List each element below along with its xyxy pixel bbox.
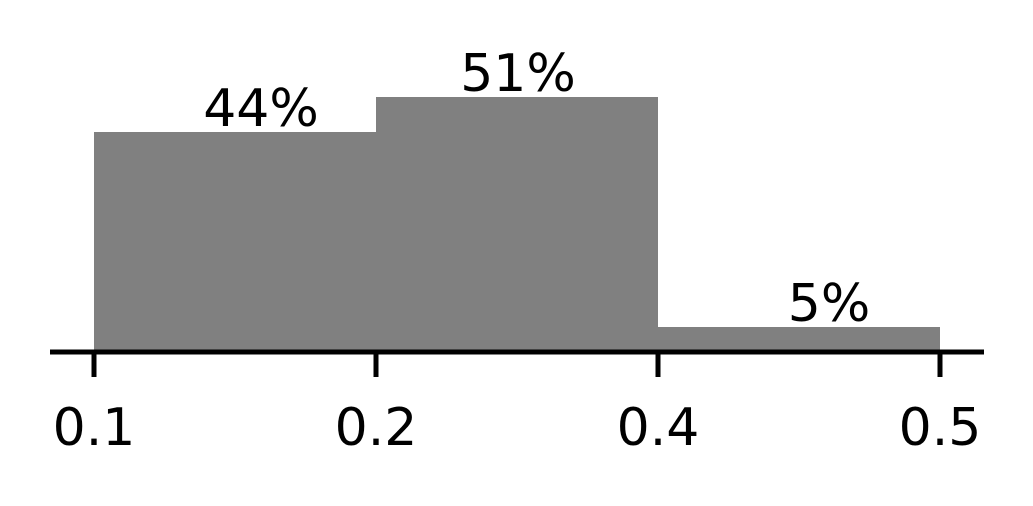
bar-3: [658, 327, 940, 352]
bar-1: [94, 132, 376, 352]
x-tick-label-3: 0.4: [617, 398, 700, 458]
x-tick-label-2: 0.2: [335, 398, 418, 458]
bar-labels-layer: 44% 51% 5%: [203, 44, 870, 334]
x-tick-label-1: 0.1: [53, 398, 136, 458]
x-tick-label-4: 0.5: [899, 398, 982, 458]
bars-layer: [94, 97, 940, 352]
bar-label-3: 5%: [788, 274, 871, 334]
bar-2: [376, 97, 658, 352]
x-ticks-layer: 0.1 0.2 0.4 0.5: [53, 352, 982, 458]
bar-label-2: 51%: [460, 44, 576, 104]
bar-label-1: 44%: [203, 79, 319, 139]
